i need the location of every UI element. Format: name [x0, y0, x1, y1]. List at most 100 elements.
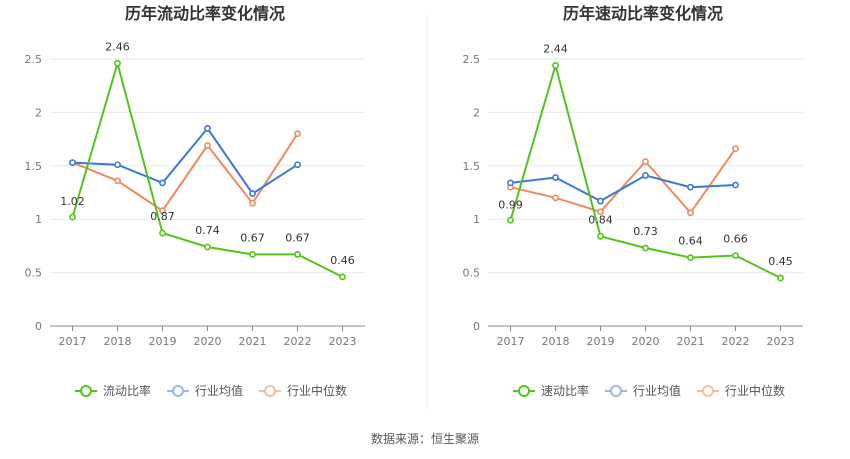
data-label: 2.44 [543, 42, 568, 55]
legend-swatch-marker [172, 385, 184, 397]
y-tick-label: 2 [35, 106, 42, 119]
legend-label: 行业中位数 [287, 383, 347, 398]
x-tick-label: 2018 [542, 335, 570, 348]
y-tick-label: 1.5 [25, 160, 43, 173]
data-point [294, 130, 301, 138]
data-point [249, 190, 256, 197]
y-tick-label: 0 [35, 320, 42, 333]
data-point [597, 232, 604, 240]
legend-item-1[interactable]: 流动比率 [75, 383, 151, 398]
data-point [552, 62, 559, 69]
legend-swatch-marker [702, 385, 714, 397]
x-tick-label: 2021 [677, 335, 705, 348]
x-tick-label: 2023 [329, 335, 357, 348]
x-tick-label: 2020 [632, 335, 660, 348]
legend-label: 速动比率 [541, 383, 589, 398]
legend-swatch-marker [518, 385, 530, 397]
series-line-2 [510, 174, 736, 203]
data-label: 1.02 [60, 195, 85, 208]
data-point [507, 179, 514, 187]
legend-label: 流动比率 [103, 383, 151, 398]
x-tick-label: 2017 [59, 335, 87, 348]
data-point [204, 243, 211, 251]
data-label: 2.46 [105, 40, 130, 53]
data-label: 0.46 [330, 254, 355, 267]
data-point [732, 181, 739, 189]
data-point [642, 158, 649, 165]
data-point [114, 161, 121, 169]
y-tick-label: 0 [473, 320, 480, 333]
series-line-3 [72, 133, 299, 213]
data-point [732, 145, 739, 153]
data-point [204, 125, 211, 132]
data-point [159, 229, 166, 237]
y-tick-label: 1.5 [463, 160, 481, 173]
chart-title: 历年速动比率变化情况 [563, 4, 723, 23]
legend-swatch-marker [264, 385, 276, 397]
data-point [597, 208, 604, 216]
data-label: 0.99 [498, 198, 523, 211]
data-label: 0.66 [723, 233, 748, 246]
data-point [552, 174, 559, 181]
y-tick-label: 1 [473, 213, 480, 226]
data-source-note: 数据来源：恒生聚源 [370, 432, 479, 446]
data-point [69, 159, 76, 166]
data-point [732, 252, 739, 259]
data-point [339, 273, 346, 281]
legend-item-3[interactable]: 行业中位数 [259, 383, 347, 398]
y-tick-label: 2.5 [25, 53, 43, 66]
y-tick-label: 1 [35, 213, 42, 226]
chart-1: 历年流动比率变化情况 0 0.5 1 1.5 2 2.5 2017 2018 2019 2020 20… [25, 4, 365, 398]
y-tick-label: 2 [473, 106, 480, 119]
legend-label: 行业均值 [195, 383, 243, 398]
x-tick-label: 2017 [497, 335, 525, 348]
x-tick-label: 2019 [149, 335, 177, 348]
chart-2: 历年速动比率变化情况 0 0.5 1 1.5 2 2.5 2017 2018 2019 2020 20… [463, 4, 803, 398]
data-point [777, 274, 784, 282]
data-label: 0.45 [768, 255, 793, 268]
x-tick-label: 2022 [722, 335, 750, 348]
data-point [249, 251, 256, 258]
x-tick-label: 2021 [239, 335, 267, 348]
x-tick-label: 2018 [104, 335, 132, 348]
data-point [114, 177, 121, 185]
series-line-3 [510, 148, 737, 215]
legend-item-2[interactable]: 行业均值 [605, 383, 681, 398]
x-tick-label: 2020 [194, 335, 222, 348]
legend-item-2[interactable]: 行业均值 [167, 383, 243, 398]
x-tick-label: 2022 [284, 335, 312, 348]
data-label: 0.64 [678, 235, 703, 248]
data-point [159, 179, 166, 187]
data-point [642, 244, 649, 252]
series-line-2 [72, 126, 299, 195]
data-label: 0.84 [588, 213, 613, 226]
data-label: 0.67 [285, 231, 310, 244]
data-point [159, 207, 166, 215]
data-point [249, 199, 256, 207]
chart-title: 历年流动比率变化情况 [125, 4, 285, 23]
data-point [687, 183, 694, 191]
x-tick-label: 2023 [767, 335, 795, 348]
data-point [687, 254, 694, 262]
data-point [294, 251, 301, 258]
data-label: 0.67 [240, 231, 265, 244]
data-point [552, 194, 559, 202]
data-point [204, 142, 211, 149]
legend-item-3[interactable]: 行业中位数 [697, 383, 785, 398]
data-point [642, 172, 649, 179]
data-point [69, 213, 76, 221]
legend-item-1[interactable]: 速动比率 [513, 383, 589, 398]
legend-label: 行业中位数 [725, 383, 785, 398]
data-label: 0.73 [633, 225, 658, 238]
y-tick-label: 2.5 [463, 53, 481, 66]
legend-label: 行业均值 [633, 383, 681, 398]
x-tick-label: 2019 [587, 335, 615, 348]
data-label: 0.87 [150, 210, 175, 223]
data-point [597, 197, 604, 205]
data-label: 0.74 [195, 224, 220, 237]
data-point [687, 209, 694, 217]
data-point [114, 59, 121, 67]
legend-swatch-marker [610, 385, 622, 397]
data-point [507, 216, 514, 224]
